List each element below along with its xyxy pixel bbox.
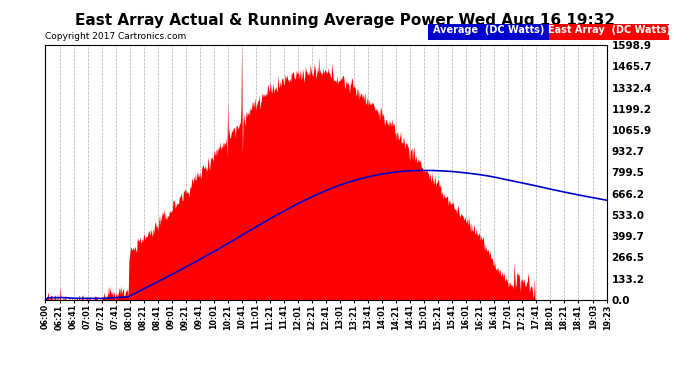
Text: East Array  (DC Watts): East Array (DC Watts) xyxy=(548,25,671,35)
Text: Average  (DC Watts): Average (DC Watts) xyxy=(433,25,544,35)
Text: Copyright 2017 Cartronics.com: Copyright 2017 Cartronics.com xyxy=(45,32,186,41)
Text: East Array Actual & Running Average Power Wed Aug 16 19:32: East Array Actual & Running Average Powe… xyxy=(75,13,615,28)
